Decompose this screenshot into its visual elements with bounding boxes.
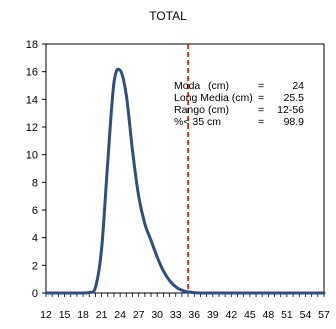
y-tick-label: 6 — [32, 205, 38, 217]
x-tick-label: 21 — [96, 309, 108, 321]
stat-label: %< 35 cm — [174, 116, 221, 128]
x-tick-label: 30 — [151, 309, 163, 321]
y-tick-label: 10 — [26, 150, 38, 162]
stat-unit: (cm) — [208, 80, 229, 92]
y-tick-label: 4 — [32, 233, 38, 245]
y-tick-label: 14 — [26, 94, 38, 106]
x-tick-label: 12 — [40, 309, 52, 321]
stat-label: Long Media (cm) — [174, 92, 253, 104]
stat-equals: = — [258, 116, 264, 128]
plot-frame — [45, 43, 325, 294]
x-tick-label: 39 — [207, 309, 219, 321]
x-tick-label: 45 — [244, 309, 256, 321]
series-line — [44, 67, 326, 295]
x-tick-label: 27 — [133, 309, 145, 321]
y-tick-label: 2 — [32, 260, 38, 272]
x-tick-label: 54 — [300, 309, 312, 321]
x-tick-label: 15 — [59, 309, 71, 321]
y-tick-label: 12 — [26, 122, 38, 134]
x-tick-label: 48 — [263, 309, 275, 321]
y-tick-label: 18 — [26, 39, 38, 51]
stat-value: 25.5 — [284, 92, 305, 104]
y-tick-label: 8 — [32, 177, 38, 189]
x-tick-label: 33 — [170, 309, 182, 321]
stat-equals: = — [258, 80, 264, 92]
stat-label: Rango — [174, 104, 205, 116]
x-tick-label: 24 — [114, 309, 126, 321]
x-tick-label: 51 — [281, 309, 293, 321]
stat-equals: = — [258, 92, 264, 104]
stat-value: 12-56 — [277, 104, 304, 116]
stat-label: Moda — [174, 80, 200, 92]
y-tick-label: 0 — [32, 288, 38, 300]
stat-unit: (cm) — [208, 104, 229, 116]
stat-value: 98.9 — [284, 116, 305, 128]
chart-title: TOTAL — [149, 9, 187, 23]
x-tick-label: 36 — [188, 309, 200, 321]
x-tick-label: 42 — [225, 309, 237, 321]
y-tick-label: 16 — [26, 67, 38, 79]
stat-value: 24 — [292, 80, 304, 92]
x-tick-label: 18 — [77, 309, 89, 321]
x-tick-label: 57 — [318, 309, 330, 321]
stat-equals: = — [258, 104, 264, 116]
